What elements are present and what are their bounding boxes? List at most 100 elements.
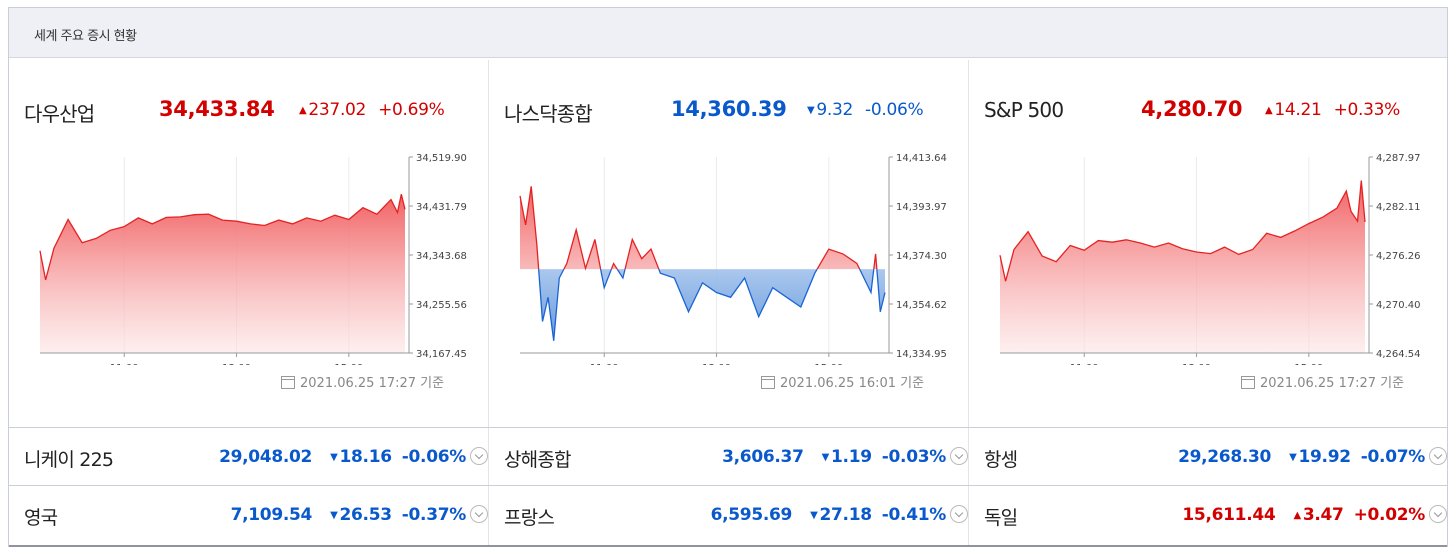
timestamp: 2021.06.25 17:27 기준 xyxy=(1241,372,1404,391)
change-amount: 14.21 xyxy=(1274,100,1322,120)
x-tick-label: 13:00 xyxy=(702,363,731,365)
change-amount: 26.53 xyxy=(339,505,392,525)
change-amount: 237.02 xyxy=(308,100,367,120)
index-values: 6,595.69 ▼ 27.18 -0.41% xyxy=(710,505,947,525)
change-percent: -0.37% xyxy=(401,505,467,525)
series-line-down xyxy=(537,269,886,341)
index-value: 6,595.69 xyxy=(710,505,793,525)
x-tick-label: 15:00 xyxy=(814,363,843,365)
down-triangle-icon: ▼ xyxy=(810,510,818,521)
change-percent: -0.03% xyxy=(881,447,947,467)
series-line-up xyxy=(519,186,878,270)
intraday-chart: 14,413.64 14,393.97 14,374.30 14,354.62 14,3… xyxy=(519,153,947,365)
change-amount: 18.16 xyxy=(339,447,392,467)
index-values: 3,606.37 ▼ 1.19 -0.03% xyxy=(722,447,946,467)
timestamp-text: 2021.06.25 16:01 기준 xyxy=(780,376,925,391)
area-fill xyxy=(40,194,405,353)
change-percent: +0.33% xyxy=(1333,100,1401,120)
change-amount: 3.47 xyxy=(1302,505,1344,525)
index-cell-nikkei[interactable]: 니케이 225 29,048.02 ▼ 18.16 -0.06% xyxy=(9,428,489,485)
y-tick-label: 14,334.95 xyxy=(896,349,947,360)
index-cell-france[interactable]: 프랑스 6,595.69 ▼ 27.18 -0.41% xyxy=(489,486,969,545)
index-row: 니케이 225 29,048.02 ▼ 18.16 -0.06% 상해종합 3,606… xyxy=(9,427,1447,485)
change-amount: 1.19 xyxy=(831,447,872,467)
y-tick-label: 4,270.40 xyxy=(1376,300,1421,311)
up-triangle-icon: ▲ xyxy=(299,105,307,116)
x-tick-label: 15:00 xyxy=(334,363,363,365)
world-indices-widget: 세계 주요 증시 현황 다우산업 34,433.84 ▲ 237.02 +0.69%… xyxy=(8,7,1448,547)
chevron-down-icon[interactable] xyxy=(470,505,488,523)
change-percent: +0.69% xyxy=(378,100,445,120)
chevron-down-icon[interactable] xyxy=(950,505,968,523)
index-value: 29,268.30 xyxy=(1178,447,1272,467)
index-panel-nasdaq[interactable]: 나스닥종합 14,360.39 ▼ 9.32 -0.06% 14,413.64 14,… xyxy=(489,60,969,430)
y-tick-label: 34,255.56 xyxy=(416,300,467,311)
timestamp-text: 2021.06.25 17:27 기준 xyxy=(1260,376,1405,391)
area-fill xyxy=(1000,180,1365,353)
calendar-icon xyxy=(281,376,295,389)
x-tick-label: 13:00 xyxy=(1182,363,1211,365)
index-values: 29,048.02 ▼ 18.16 -0.06% xyxy=(219,447,466,467)
y-tick-label: 14,413.64 xyxy=(896,153,947,164)
up-triangle-icon: ▲ xyxy=(1265,105,1273,116)
chevron-down-icon[interactable] xyxy=(1429,505,1447,523)
change-percent: -0.07% xyxy=(1360,447,1426,467)
index-value: 7,109.54 xyxy=(230,505,313,525)
index-name: 니케이 225 xyxy=(24,449,114,471)
index-panel-sp500[interactable]: S&P 500 4,280.70 ▲ 14.21 +0.33% 4,287.97 4,… xyxy=(969,60,1447,430)
index-name: S&P 500 xyxy=(984,98,1064,122)
down-triangle-icon: ▼ xyxy=(330,452,338,463)
change-amount: 27.18 xyxy=(819,505,872,525)
timestamp: 2021.06.25 17:27 기준 xyxy=(281,372,444,391)
x-tick-label: 11:00 xyxy=(1070,363,1099,365)
up-triangle-icon: ▲ xyxy=(1293,510,1301,521)
chevron-down-icon[interactable] xyxy=(1429,447,1447,465)
chevron-down-icon[interactable] xyxy=(470,447,488,465)
y-tick-label: 34,431.79 xyxy=(416,202,467,213)
area-below-baseline xyxy=(520,269,885,341)
y-tick-label: 34,167.45 xyxy=(416,349,467,360)
change-amount: 9.32 xyxy=(816,100,854,120)
calendar-icon xyxy=(761,376,775,389)
index-value: 29,048.02 xyxy=(219,447,313,467)
index-change: ▼ 9.32 -0.06% xyxy=(807,100,924,120)
index-value: 4,280.70 xyxy=(1141,97,1243,121)
index-change: ▲ 14.21 +0.33% xyxy=(1265,100,1400,120)
index-name: 나스닥종합 xyxy=(504,102,593,126)
intraday-chart: 4,287.97 4,282.11 4,276.26 4,270.40 4,264.54… xyxy=(999,153,1421,365)
index-value: 15,611.44 xyxy=(1182,505,1276,525)
y-tick-label: 34,519.90 xyxy=(416,153,467,164)
down-triangle-icon: ▼ xyxy=(821,452,830,463)
widget-header: 세계 주요 증시 현황 xyxy=(9,8,1447,58)
series-line xyxy=(39,194,406,281)
intraday-chart: 34,519.90 34,431.79 34,343.68 34,255.56 34,1… xyxy=(39,153,467,365)
index-cell-hangseng[interactable]: 항셍 29,268.30 ▼ 19.92 -0.07% xyxy=(969,428,1447,485)
index-value: 3,606.37 xyxy=(722,447,804,467)
y-tick-label: 14,393.97 xyxy=(896,202,947,213)
x-tick-label: 11:00 xyxy=(590,363,619,365)
index-cell-shanghai[interactable]: 상해종합 3,606.37 ▼ 1.19 -0.03% xyxy=(489,428,969,485)
timestamp-text: 2021.06.25 17:27 기준 xyxy=(300,376,445,391)
index-row: 영국 7,109.54 ▼ 26.53 -0.37% 프랑스 6,595.69 ▼ 27.… xyxy=(9,485,1447,547)
x-tick-label: 11:00 xyxy=(110,363,139,365)
change-percent: +0.02% xyxy=(1353,505,1426,525)
change-percent: -0.06% xyxy=(865,100,924,120)
index-name: 항셍 xyxy=(984,449,1018,471)
widget-title: 세계 주요 증시 현황 xyxy=(34,29,137,44)
index-name: 상해종합 xyxy=(504,449,572,471)
y-tick-label: 14,354.62 xyxy=(896,300,947,311)
index-name: 독일 xyxy=(984,507,1018,529)
index-panel-dow[interactable]: 다우산업 34,433.84 ▲ 237.02 +0.69% 34,519.90 34… xyxy=(9,60,489,430)
chevron-down-icon[interactable] xyxy=(950,447,968,465)
index-cell-uk[interactable]: 영국 7,109.54 ▼ 26.53 -0.37% xyxy=(9,486,489,545)
y-tick-label: 4,282.11 xyxy=(1376,202,1421,213)
index-name: 다우산업 xyxy=(24,102,95,126)
index-values: 7,109.54 ▼ 26.53 -0.37% xyxy=(230,505,467,525)
series-line xyxy=(999,180,1366,282)
down-triangle-icon: ▼ xyxy=(807,105,815,116)
index-cell-germany[interactable]: 독일 15,611.44 ▲ 3.47 +0.02% xyxy=(969,486,1447,545)
y-tick-label: 4,276.26 xyxy=(1376,251,1421,262)
index-name: 영국 xyxy=(24,507,58,529)
timestamp: 2021.06.25 16:01 기준 xyxy=(761,372,924,391)
index-value: 34,433.84 xyxy=(159,97,275,121)
